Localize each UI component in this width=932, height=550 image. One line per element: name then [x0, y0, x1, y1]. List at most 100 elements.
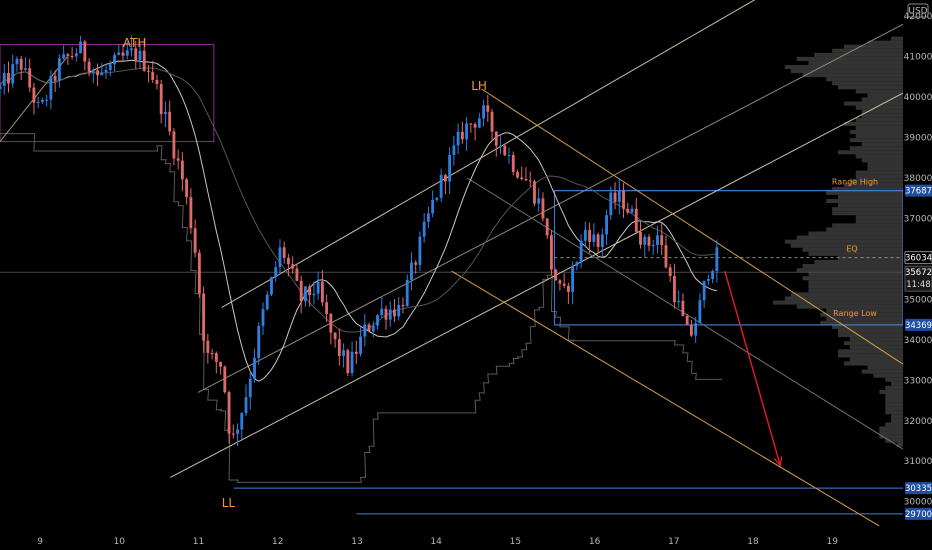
volume-profile-bar [843, 341, 903, 346]
candle-body [711, 271, 715, 280]
candle-body [32, 87, 36, 103]
volume-profile-bar [826, 190, 903, 195]
volume-profile-bar [861, 142, 903, 147]
time-tick-label: 17 [668, 537, 679, 547]
candle-body [176, 158, 180, 161]
candle-body [639, 231, 642, 245]
candle-body [702, 280, 706, 301]
volume-profile-bar [861, 158, 903, 163]
candle-body [511, 155, 515, 172]
candle-body [24, 68, 27, 70]
candle-body [7, 72, 10, 84]
candle-body [303, 286, 307, 302]
price-tick-label: 34000 [904, 336, 932, 346]
candle-body [231, 433, 235, 435]
candle-body [482, 105, 485, 119]
level-price-tag [904, 251, 932, 265]
volume-profile-bar [855, 174, 903, 179]
volume-profile-bar [838, 328, 903, 334]
candle-body [634, 208, 638, 232]
price-tick-label: 39000 [904, 134, 932, 144]
candle-body [11, 64, 15, 84]
volume-profile-bar [867, 166, 903, 171]
time-tick-label: 14 [430, 537, 442, 547]
time-tick-label: 13 [351, 537, 362, 547]
volume-profile-bar [814, 52, 903, 57]
projection-arrow [724, 270, 781, 466]
time-tick-label: 9 [37, 537, 43, 547]
volume-profile-bar [867, 365, 903, 370]
candle-body [240, 413, 244, 430]
candle-body [460, 131, 464, 140]
candle-body [609, 192, 613, 216]
ath-range-box [0, 44, 215, 143]
volume-profile-bar [849, 178, 903, 183]
candle-body [214, 353, 218, 362]
candle-body [66, 54, 70, 57]
candle-body [380, 308, 384, 316]
candle-body [660, 235, 664, 246]
candle-body [130, 48, 133, 51]
candle-body [359, 336, 362, 354]
volume-profile-bar [897, 442, 903, 447]
candle-body [308, 286, 312, 296]
candle-body [219, 361, 222, 367]
candle-body [121, 52, 125, 56]
volume-profile-bar [855, 154, 903, 159]
candle-body [494, 131, 498, 146]
candle-body [443, 175, 447, 182]
candle-body [87, 61, 91, 73]
candle-body [689, 324, 693, 336]
volume-profile-bar [867, 162, 903, 167]
volume-profile-bar [820, 312, 903, 317]
ascending-channel-upper [221, 0, 756, 308]
time-tick-label: 15 [510, 537, 521, 547]
candle-body [19, 58, 23, 70]
volume-profile-bar [796, 56, 903, 61]
candle-body [490, 111, 494, 132]
candle-body [537, 198, 541, 204]
volume-profile-bar [832, 324, 903, 329]
candle-body [706, 279, 710, 281]
volume-profile-bar [838, 349, 903, 354]
volume-profile-bar [826, 227, 903, 232]
volume-profile-bar [802, 276, 903, 281]
candle-body [164, 111, 167, 115]
descending-channel-mid [467, 177, 904, 450]
candle-body [562, 283, 566, 286]
candle-body [91, 70, 95, 73]
level-price-tag-text: 36034 [905, 254, 932, 264]
volume-profile-bar [879, 430, 903, 435]
candle-body [431, 199, 435, 214]
price-tick-label: 37000 [904, 214, 932, 224]
volume-profile-bar [849, 138, 903, 143]
current-price-tag [904, 265, 932, 292]
candle-body [630, 208, 634, 213]
candle-body [206, 340, 210, 353]
time-axis [0, 528, 932, 550]
candle-body [651, 244, 655, 246]
candle-body [40, 99, 44, 102]
candle-body [36, 101, 40, 103]
candle-body [79, 41, 83, 54]
volume-profile-bar [873, 373, 903, 378]
candle-body [28, 68, 32, 88]
time-tick-label: 19 [826, 537, 838, 547]
time-tick-label: 18 [747, 537, 759, 547]
candle-body [393, 309, 396, 317]
volume-profile-bar [843, 121, 903, 126]
volume-profile-bar [855, 215, 903, 220]
candle-body [448, 154, 452, 182]
volume-profile-bar [843, 44, 903, 49]
candle-body [435, 197, 439, 200]
candle-body [147, 70, 150, 72]
volume-profile-bar [849, 357, 903, 362]
volume-profile-bar [832, 211, 903, 216]
candle-body [185, 179, 189, 198]
candle-body [45, 99, 49, 101]
candle-body [664, 245, 668, 268]
volume-profile-bar [784, 239, 903, 244]
candle-body [605, 215, 608, 235]
